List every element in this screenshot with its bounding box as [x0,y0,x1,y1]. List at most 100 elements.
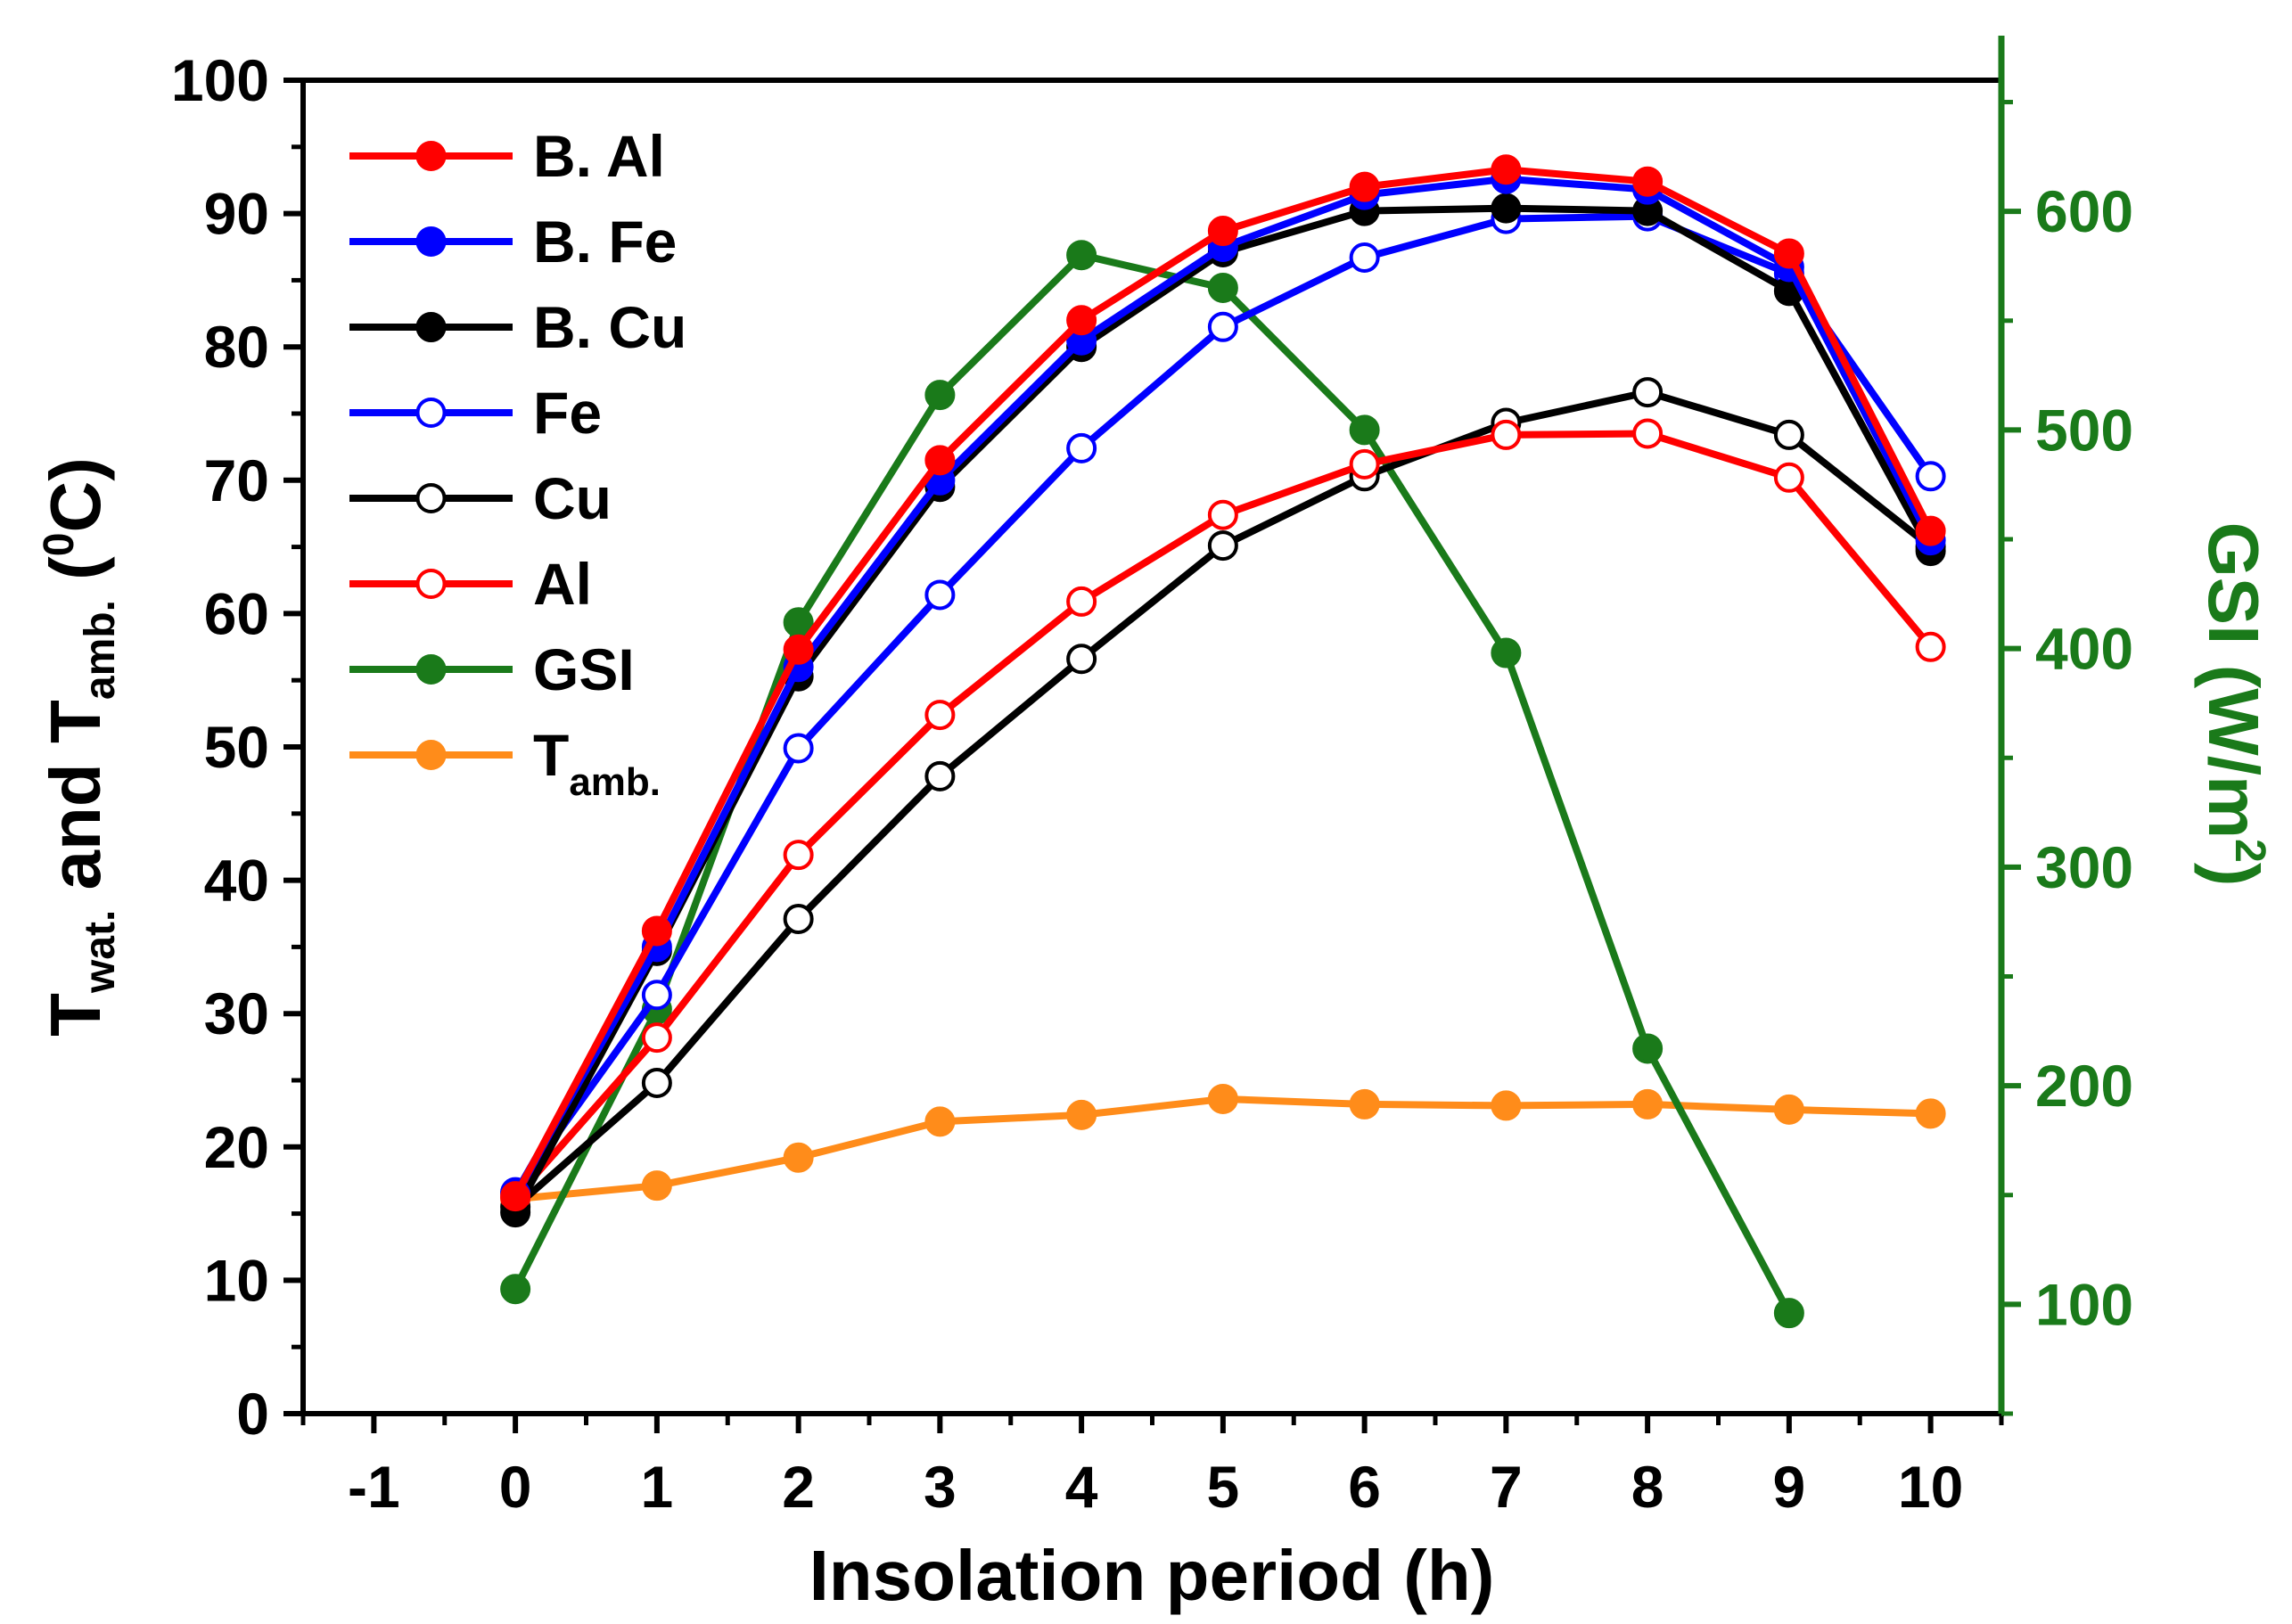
data-point [1349,414,1380,446]
data-point [1207,499,1238,530]
data-point [1207,530,1238,562]
legend-item: Cu [349,465,612,531]
data-point [641,1067,672,1098]
data-point [783,840,814,871]
axis-ticks: -1 0 1 2 3 4 5 6 7 8 9 1001020304050607080901001002… [171,47,2133,1520]
legend-item: Tamb. [349,722,661,804]
y2-tick-label: 300 [2035,834,2133,900]
y2-tick-label: 100 [2035,1271,2133,1337]
legend-label: Al [533,551,592,617]
data-point [641,915,672,947]
data-point [1066,305,1097,336]
data-point [641,980,672,1011]
x-tick-label: 5 [1207,1454,1240,1520]
x-tick-label: 8 [1631,1454,1664,1520]
data-point [924,380,956,411]
legend-marker [415,740,447,770]
data-point [1066,1099,1097,1130]
data-point [1207,272,1238,303]
legend: B. Al B. Fe B. Cu Fe Cu Al GSI Tamb. [349,123,686,804]
y-tick-label: 40 [204,848,269,914]
y-tick-label: 80 [204,314,269,380]
data-point [1066,240,1097,271]
legend-item: B. Fe [349,209,677,275]
x-tick-label: 1 [641,1454,674,1520]
y-tick-label: 60 [204,580,269,646]
y-tick-label: 30 [204,980,269,1046]
data-point [783,634,814,665]
legend-marker [415,654,447,685]
data-point [924,700,956,731]
legend-label: GSI [533,636,635,702]
x-tick-label: 3 [924,1454,957,1520]
x-tick-label: -1 [348,1454,400,1520]
legend-label: B. Al [533,123,665,189]
data-point [500,1181,531,1212]
x-tick-label: 6 [1348,1454,1381,1520]
legend-label: B. Cu [533,294,686,360]
data-point [1066,644,1097,675]
data-point [1349,242,1380,273]
legend-label: Fe [533,380,602,446]
data-point [1915,515,1946,546]
legend-marker [415,312,447,342]
series-t [500,1083,1946,1215]
legend-marker [415,569,447,599]
y2-tick-label: 500 [2035,397,2133,463]
legend-item: Al [349,551,592,617]
data-point [1491,637,1522,668]
data-point [1915,631,1946,662]
x-tick-label: 7 [1490,1454,1523,1520]
y-tick-label: 90 [204,181,269,247]
data-point [1773,462,1804,493]
data-point [783,733,814,764]
data-point [1491,419,1522,450]
data-point [1349,1088,1380,1120]
data-point [1491,154,1522,185]
data-point [1066,586,1097,617]
x-tick-label: 9 [1773,1454,1806,1520]
x-tick-label: 4 [1065,1454,1098,1520]
data-point [1632,1088,1664,1120]
y-tick-label: 0 [236,1381,269,1447]
data-point [924,1106,956,1137]
legend-item: Fe [349,380,602,446]
data-point [1915,1098,1946,1129]
x-tick-label: 0 [499,1454,532,1520]
y-tick-label: 70 [204,447,269,513]
data-point [924,579,956,611]
y-tick-label: 100 [171,47,269,113]
legend-marker [415,398,447,428]
data-point [1632,166,1664,197]
data-point [1491,193,1522,224]
data-point [1207,216,1238,247]
y-tick-label: 50 [204,714,269,780]
data-point [783,1142,814,1173]
data-point [924,760,956,791]
y-tick-label: 10 [204,1247,269,1313]
data-point [1915,461,1946,492]
data-point [1632,377,1664,408]
data-point [1207,1083,1238,1114]
legend-marker [415,141,447,171]
series-b-al [500,154,1946,1212]
data-point [641,1170,672,1202]
data-point [1632,418,1664,449]
legend-marker [415,483,447,513]
x-axis-title: Insolation period (h) [809,1536,1495,1615]
y-tick-label: 20 [204,1114,269,1180]
legend-label: Cu [533,465,612,531]
data-point [641,1022,672,1054]
data-point [1349,171,1380,202]
legend-item: B. Cu [349,294,686,360]
data-point [783,903,814,934]
series-layer [500,154,1946,1329]
legend-item: GSI [349,636,635,702]
data-point [924,445,956,476]
data-point [1207,311,1238,342]
legend-marker [415,226,447,257]
y2-tick-label: 400 [2035,616,2133,682]
y2-tick-label: 200 [2035,1053,2133,1119]
